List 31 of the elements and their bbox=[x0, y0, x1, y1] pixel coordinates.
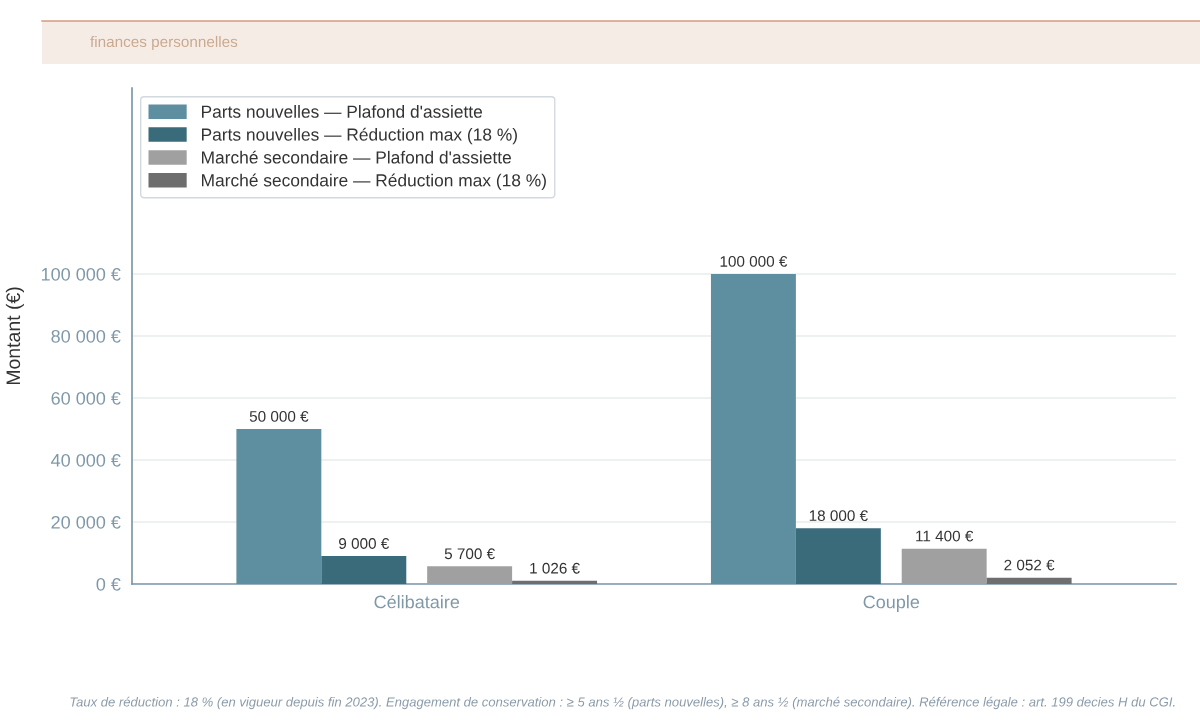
y-tick-label: 20 000 € bbox=[51, 515, 121, 529]
data-label: 2 052 € bbox=[1004, 559, 1055, 571]
x-tick-label: Célibataire bbox=[374, 594, 460, 609]
legend-label: Parts nouvelles — Réduction max (18 %) bbox=[202, 127, 517, 145]
legend-label: Parts nouvelles — Plafond d'assiette bbox=[202, 105, 483, 118]
bar bbox=[321, 556, 407, 584]
y-tick-label: 80 000 € bbox=[51, 329, 121, 343]
legend-label: Marché secondaire — Réduction max (18 %) bbox=[202, 173, 546, 190]
x-tick-label: Couple bbox=[863, 595, 920, 612]
text: Taux de réduction : 18 % (en vigueur depuis fin 2023). Engagement de conservation : ≥ 5 ans ½ (parts nouvelles), ≥ 8 ans ½ (marché secondaire). Référence légale : art. 199 decies H du CGI. bbox=[70, 696, 1175, 710]
data-label: 5 700 € bbox=[444, 548, 495, 560]
legend-label: Marché secondaire — Plafond d'assiette bbox=[202, 150, 511, 164]
y-axis-title: Montant (€) bbox=[5, 287, 24, 385]
bar bbox=[795, 528, 881, 584]
data-label: 1 026 € bbox=[530, 562, 580, 574]
chart-subtitle: finances personnelles bbox=[90, 35, 238, 51]
bar bbox=[512, 580, 598, 584]
data-label: 100 000 € bbox=[720, 256, 788, 267]
y-tick-label: 0 € bbox=[96, 577, 121, 591]
y-tick-label: 60 000 € bbox=[51, 391, 121, 405]
data-label: 18 000 € bbox=[809, 510, 868, 522]
bar bbox=[986, 577, 1072, 584]
y-tick-label: 100 000 € bbox=[41, 267, 121, 281]
data-label: 9 000 € bbox=[339, 538, 390, 549]
data-label: 11 400 € bbox=[916, 530, 974, 542]
bar bbox=[710, 274, 796, 584]
y-tick-label: 40 000 € bbox=[51, 453, 121, 467]
bar bbox=[427, 566, 513, 584]
data-label: 50 000 € bbox=[249, 411, 309, 422]
bar bbox=[901, 548, 987, 584]
bar bbox=[236, 429, 322, 584]
